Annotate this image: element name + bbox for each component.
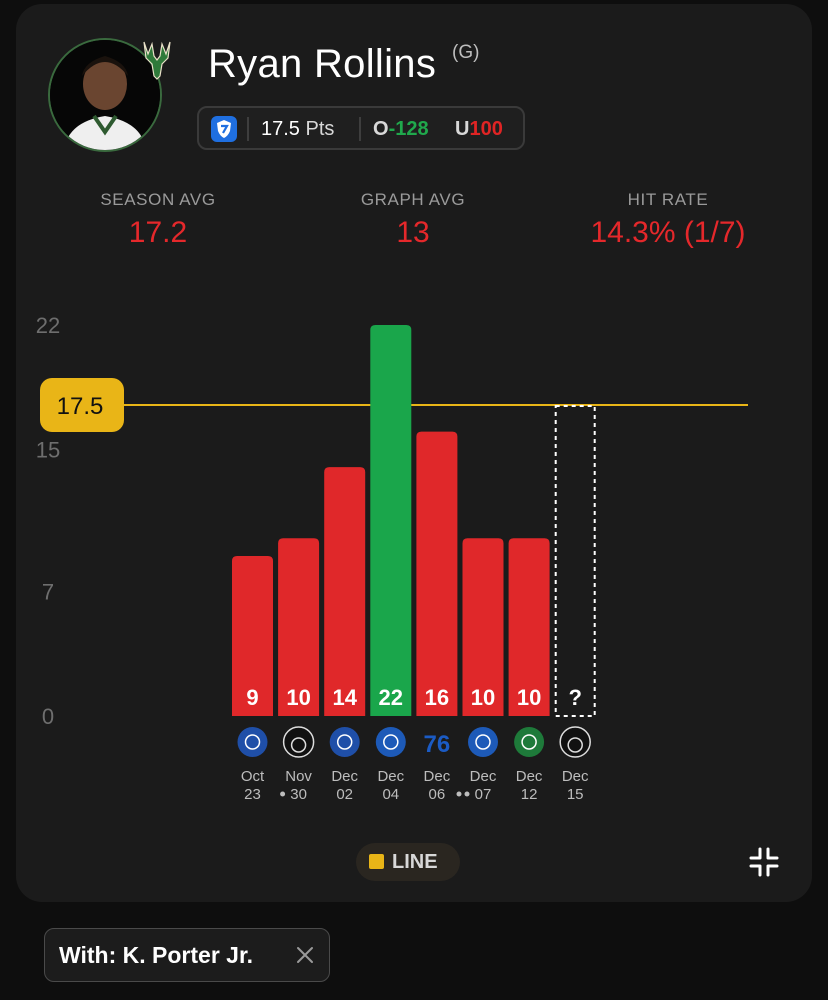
pill-divider [247,117,249,141]
x-tick-month: Oct [241,768,265,785]
y-tick-label: 15 [36,437,60,462]
bar-value-label: 9 [246,685,258,710]
bar-value-label: 16 [425,685,449,710]
hit-rate-label: HIT RATE [627,190,709,209]
bar-value-label: 14 [332,685,357,710]
logo-glyph: 76 [424,731,451,758]
x-tick-day: 30 [290,786,307,803]
bar [232,556,273,716]
x-tick-month: Dec [562,768,589,785]
sportsbook-shield-icon [211,116,237,142]
pending-bar [554,404,596,717]
player-headshot [50,40,160,150]
nets-logo [559,726,591,758]
x-tick-day: 23 [244,786,261,803]
under-label: U [455,118,470,140]
bar [416,431,458,716]
logo-glyph [244,734,261,750]
close-icon[interactable] [295,945,315,965]
line-number: 17.5 [261,118,300,140]
points-bar-chart: 07152217.59Oct2310Nov3014Dec0222Dec04167… [36,313,748,803]
graph-avg-label: GRAPH AVG [360,190,466,209]
x-tick-month: Dec [516,768,543,785]
season-avg-value: 17.2 [128,216,188,249]
game-dot [280,791,286,797]
x-tick-day: 15 [567,786,584,803]
under-odds-value: 100 [469,118,503,140]
position-tag: (G) [452,42,480,63]
over-odds: O-128 [373,118,429,141]
over-odds-value: -128 [388,118,429,140]
pill-divider [359,117,361,141]
prop-line-label: 17.5 [57,393,104,420]
bucks-logo [143,41,171,80]
bar-value-label: 10 [471,685,495,710]
logo-glyph [290,737,307,753]
prop-line-pill[interactable]: 17.5 Pts O-128 U100 [197,106,525,150]
pistons-logo [375,727,406,757]
bar-value-label: 22 [379,685,403,710]
player-avatar [48,38,162,152]
logo-glyph [567,737,583,753]
pending-label: ? [568,685,581,710]
celtics-logo [514,727,545,757]
under-odds: U100 [455,118,503,141]
graph-avg-stat: GRAPH AVG 13 [283,190,543,250]
x-tick-day: 07 [475,786,492,803]
x-tick-month: Dec [424,768,451,785]
hit-rate-stat: HIT RATE 14.3% (1/7) [538,190,798,250]
wizards-logo [329,727,360,757]
bar [278,538,320,716]
graph-avg-value: 13 [396,216,430,249]
game-dot [456,791,462,797]
y-tick-label: 22 [36,313,60,338]
x-tick-month: Dec [470,768,497,785]
filter-chip-label: With: K. Porter Jr. [59,942,254,968]
prop-line-badge [40,377,124,432]
logo-glyph [475,734,491,750]
line-unit: Pts [305,118,335,140]
bar-value-label: 10 [517,685,541,710]
bar [370,325,412,716]
x-tick-month: Dec [377,768,404,785]
bar [508,538,550,716]
season-avg-label: SEASON AVG [100,190,216,209]
bar-value-label: 10 [286,685,310,710]
x-tick-day: 02 [336,786,353,803]
nets-logo [282,726,315,758]
x-tick-month: Nov [285,768,312,785]
hit-rate-value: 14.3% (1/7) [590,216,746,249]
pistons-logo [468,727,498,757]
x-tick-day: 04 [382,786,399,803]
teammate-filter-chip[interactable]: With: K. Porter Jr. [44,928,330,982]
player-name: Ryan Rollins [208,42,437,86]
prop-line-value: 17.5 Pts [261,118,334,141]
logo-glyph [383,734,399,750]
legend-label: LINE [392,851,438,873]
line-legend-toggle[interactable]: LINE [356,843,460,881]
game-dot [464,791,470,797]
bar [462,538,504,716]
y-tick-label: 0 [42,704,54,729]
bar [324,467,366,716]
wizards-logo [237,727,268,757]
legend-swatch [369,854,384,869]
player-prop-card [16,4,812,902]
over-label: O [373,118,389,140]
y-tick-label: 7 [42,580,54,605]
x-tick-month: Dec [331,768,358,785]
x-tick-day: 12 [521,786,538,803]
season-avg-stat: SEASON AVG 17.2 [28,190,288,250]
logo-glyph [336,734,353,750]
x-tick-day: 06 [429,786,446,803]
logo-glyph [521,734,537,750]
collapse-icon[interactable] [748,846,780,878]
